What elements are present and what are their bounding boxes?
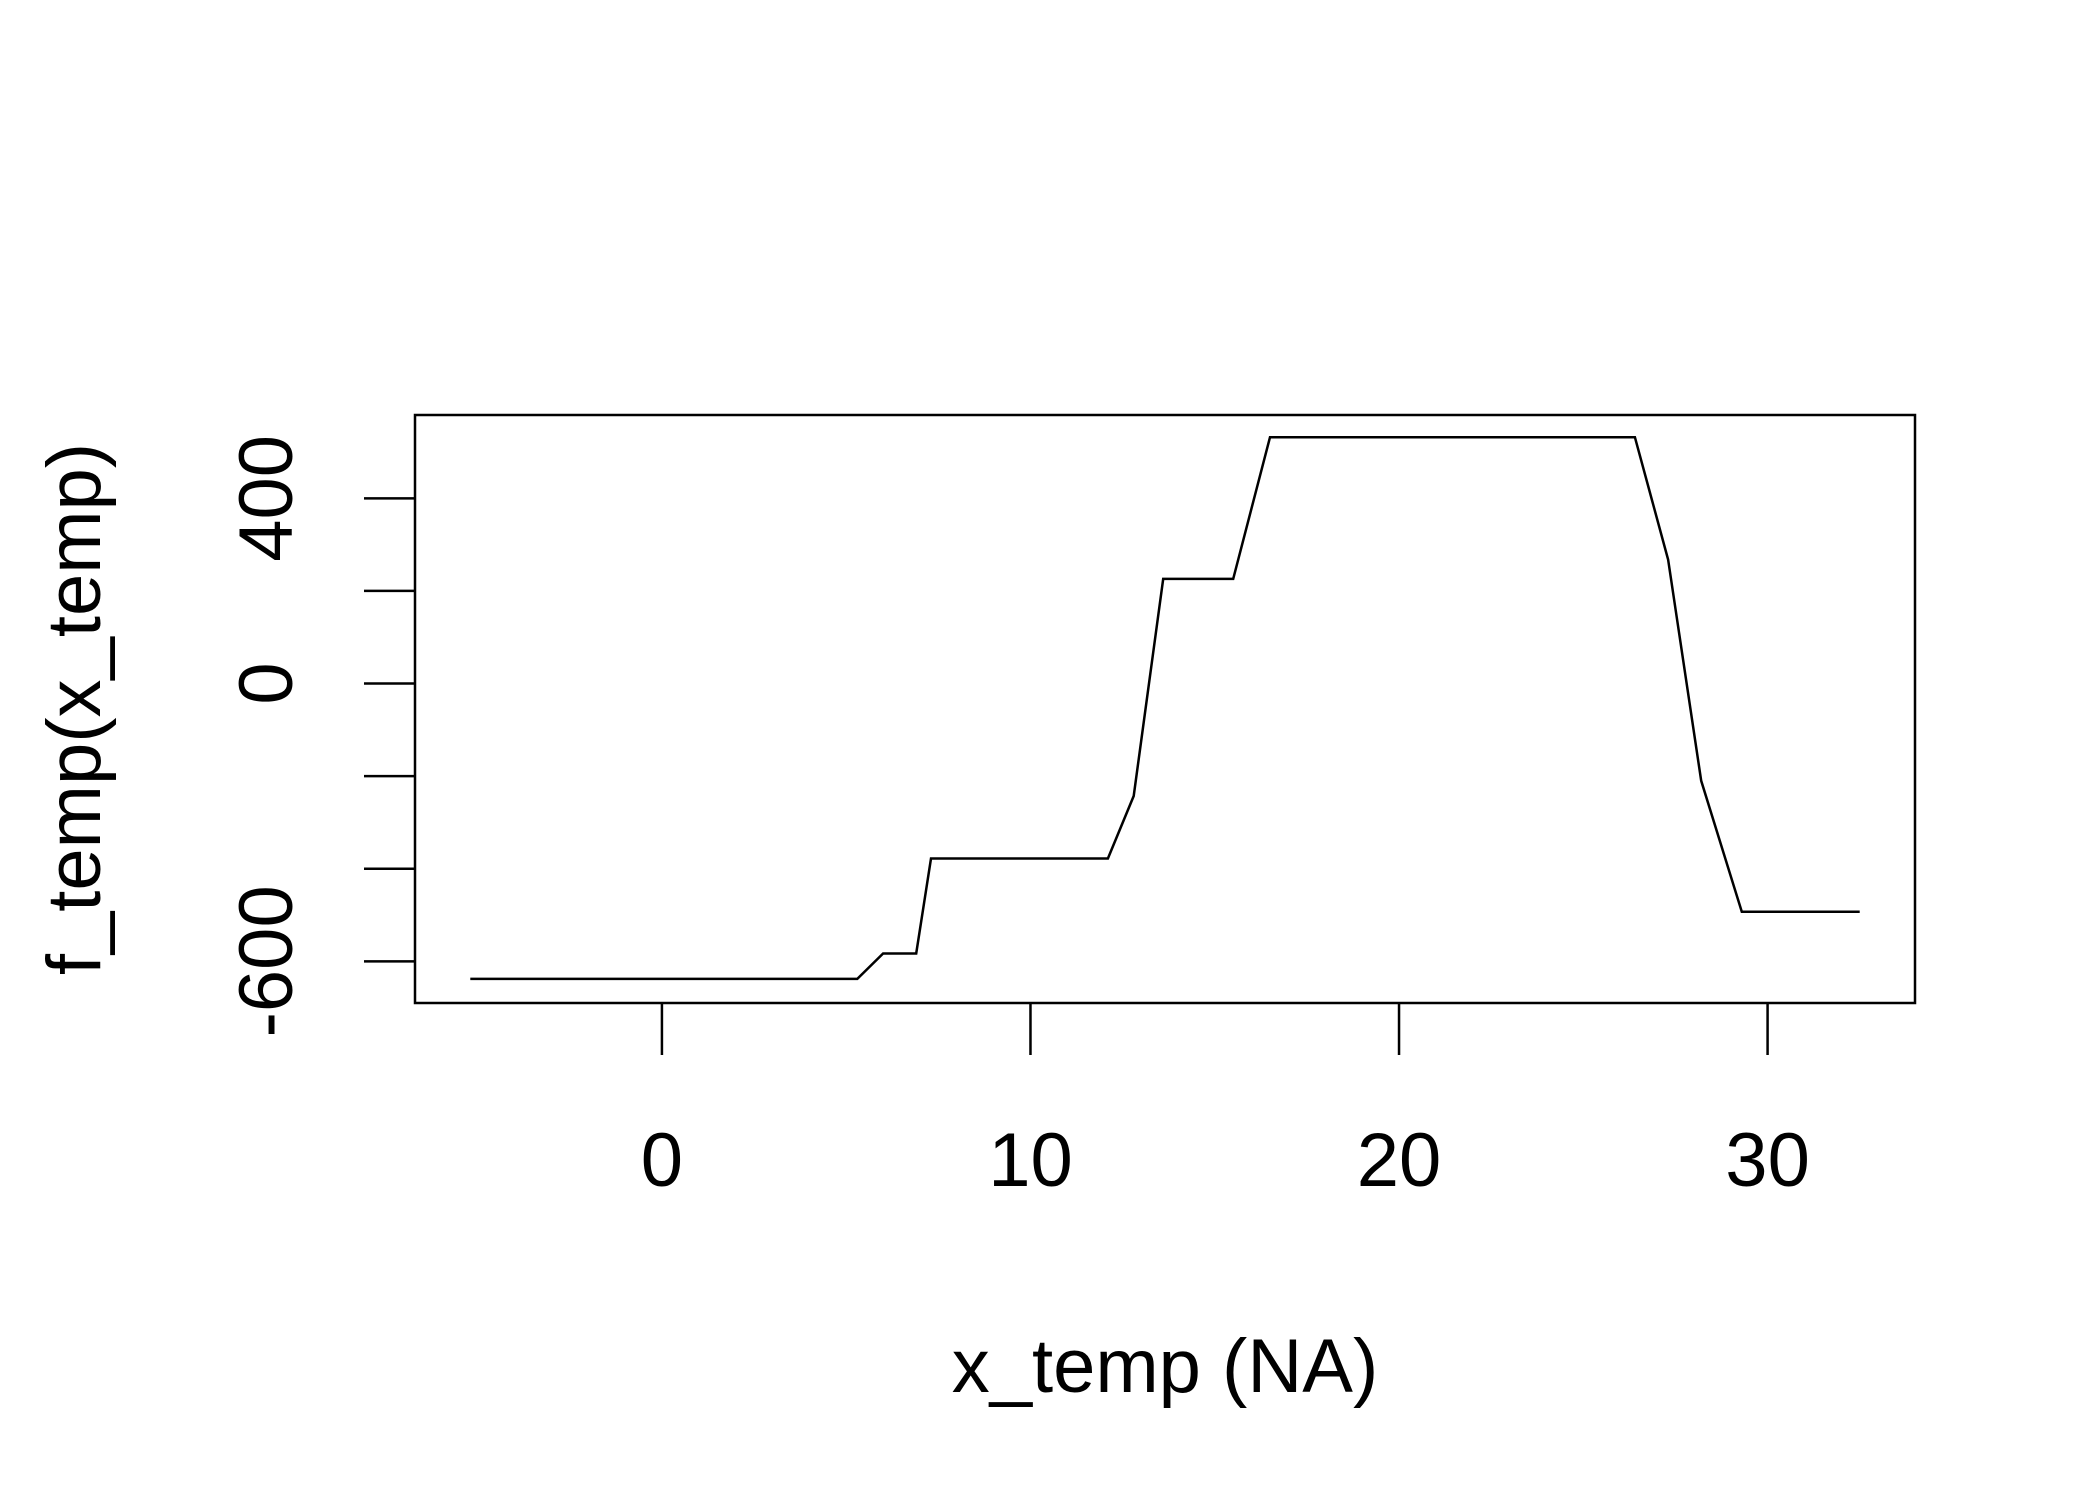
y-axis: -600 0 400	[224, 435, 415, 1037]
x-tick-label: 20	[1357, 1118, 1442, 1203]
x-axis: 0 10 20 30	[641, 1003, 1810, 1203]
plot-frame	[413, 413, 1917, 1005]
y-tick-label: 400	[224, 435, 309, 562]
y-tick-label: 0	[224, 662, 309, 704]
x-tick-label: 10	[988, 1118, 1073, 1203]
data-line	[470, 435, 1860, 981]
x-tick-label: 30	[1725, 1118, 1810, 1203]
x-axis-title: x_temp (NA)	[952, 1324, 1379, 1409]
y-axis-title: f_temp(x_temp)	[32, 443, 117, 975]
y-tick-label: -600	[224, 885, 309, 1037]
x-tick-label: 0	[641, 1118, 683, 1203]
